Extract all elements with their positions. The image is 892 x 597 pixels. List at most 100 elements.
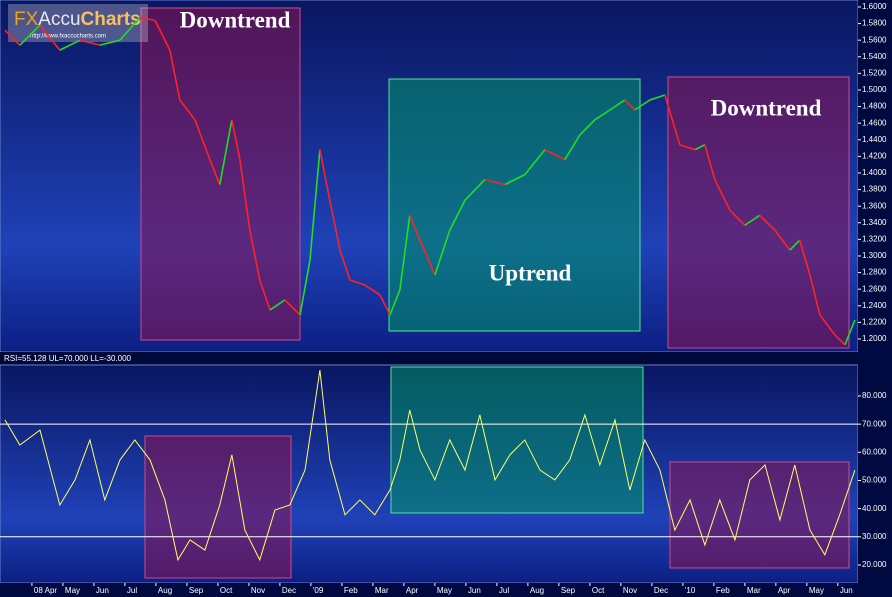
uptrend-zone xyxy=(390,366,644,514)
price-segment xyxy=(524,149,546,176)
y-tick-label: 20.000 xyxy=(862,560,887,569)
price-segment xyxy=(819,314,836,336)
annotation: Downtrend xyxy=(711,95,822,120)
uptrend-zone xyxy=(388,78,641,332)
y-tick-label: 1.4000 xyxy=(862,168,887,177)
y-tick-label: 1.5800 xyxy=(862,19,887,28)
price-segment xyxy=(809,274,821,316)
price-segment xyxy=(269,299,286,311)
x-tick-label: Dec xyxy=(654,586,668,595)
y-tick-label: 1.5000 xyxy=(862,85,887,94)
downtrend-zone xyxy=(667,76,850,349)
price-segment xyxy=(4,29,21,46)
price-segment xyxy=(209,159,221,185)
downtrend-zone xyxy=(140,7,301,341)
rsi-header: RSI=55.128 UL=70.000 LL=-30.000 xyxy=(4,354,132,363)
price-segment xyxy=(399,215,411,291)
price-segment xyxy=(434,229,451,276)
price-segment xyxy=(249,230,261,281)
price-segment xyxy=(694,144,706,151)
price-segment xyxy=(258,279,271,311)
x-tick-label: '09 xyxy=(313,586,324,595)
price-segment xyxy=(409,214,421,241)
y-tick-label: 80.000 xyxy=(862,391,887,400)
x-tick-label: Aug xyxy=(158,586,172,595)
x-tick-label: Nov xyxy=(251,586,265,595)
y-tick-label: 1.4800 xyxy=(862,102,887,111)
price-segment xyxy=(379,294,391,316)
x-tick-label: May xyxy=(437,586,452,595)
downtrend-zone xyxy=(669,461,850,569)
price-segment xyxy=(39,24,61,51)
x-tick-label: Oct xyxy=(220,586,233,595)
price-segment xyxy=(634,99,651,111)
time-axis-strip xyxy=(0,583,858,597)
y-tick-label: 1.3000 xyxy=(862,251,887,260)
y-tick-label: 30.000 xyxy=(862,532,887,541)
price-segment xyxy=(419,239,436,276)
downtrend-zone xyxy=(144,435,292,579)
logo-text: FXAccuCharts xyxy=(14,9,141,30)
y-tick-label: 1.5200 xyxy=(862,68,887,77)
y-tick-label: 70.000 xyxy=(862,419,887,428)
price-segment xyxy=(714,179,731,211)
price-segment xyxy=(464,179,486,201)
price-segment xyxy=(594,109,611,121)
price-segment xyxy=(339,249,351,281)
x-tick-label: May xyxy=(809,586,824,595)
y-tick-label: 1.6000 xyxy=(862,2,887,11)
price-segment xyxy=(239,159,251,231)
price-segment xyxy=(544,149,566,161)
price-segment xyxy=(309,149,321,261)
price-segment xyxy=(798,239,811,276)
price-segment xyxy=(299,259,311,316)
y-tick-label: 1.4200 xyxy=(862,151,887,160)
x-tick-label: May xyxy=(65,586,80,595)
annotation: Downtrend xyxy=(180,7,291,32)
price-segment xyxy=(179,99,196,121)
y-tick-label: 1.3400 xyxy=(862,218,887,227)
x-tick-label: Mar xyxy=(747,586,761,595)
y-tick-label: 1.3800 xyxy=(862,185,887,194)
annotation: Uptrend xyxy=(489,260,572,285)
y-tick-label: 1.4600 xyxy=(862,118,887,127)
y-tick-label: 60.000 xyxy=(862,447,887,456)
y-tick-label: 1.5400 xyxy=(862,52,887,61)
y-tick-label: 1.3600 xyxy=(862,201,887,210)
price-segment xyxy=(844,319,856,346)
price-segment xyxy=(319,149,331,201)
price-segment xyxy=(99,39,121,46)
y-tick-label: 1.2400 xyxy=(862,301,887,310)
x-tick-label: Apr xyxy=(778,586,791,595)
y-tick-label: 1.2800 xyxy=(862,268,887,277)
price-segment xyxy=(154,19,171,51)
price-segment xyxy=(759,214,776,231)
x-tick-label: Dec xyxy=(282,586,296,595)
price-segment xyxy=(284,299,301,316)
price-segment xyxy=(504,173,526,186)
x-tick-label: Jul xyxy=(127,586,137,595)
price-segment xyxy=(449,199,466,231)
price-segment xyxy=(169,49,181,101)
price-axis-strip xyxy=(858,0,892,597)
x-tick-label: Jun xyxy=(468,586,481,595)
x-tick-label: Oct xyxy=(592,586,605,595)
price-segment xyxy=(194,119,211,160)
x-tick-label: Feb xyxy=(716,586,730,595)
price-segment xyxy=(564,134,581,161)
x-tick-label: Sep xyxy=(189,586,204,595)
x-tick-label: Jul xyxy=(499,586,509,595)
x-tick-label: 08 Apr xyxy=(34,586,57,595)
price-segment xyxy=(774,229,791,251)
price-segment xyxy=(59,39,81,51)
y-tick-label: 1.2600 xyxy=(862,284,887,293)
x-tick-label: '10 xyxy=(685,586,696,595)
price-segment xyxy=(744,214,761,226)
price-segment xyxy=(484,178,506,186)
price-segment xyxy=(624,99,636,111)
rsi-header-bar xyxy=(0,352,858,365)
price-segment xyxy=(679,143,696,151)
y-tick-label: 50.000 xyxy=(862,476,887,485)
